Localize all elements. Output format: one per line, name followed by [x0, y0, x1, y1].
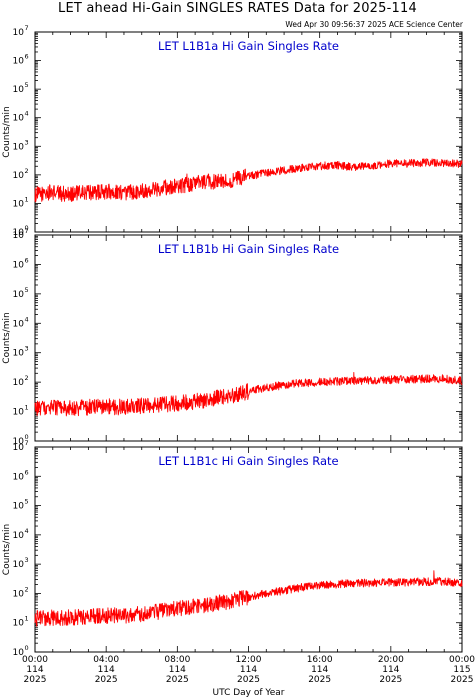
x-tick-label-day: 114 — [26, 665, 43, 675]
y-tick-exponent: 5 — [25, 498, 29, 506]
y-tick-exponent: 4 — [25, 110, 29, 118]
y-tick-exponent: 0 — [25, 224, 29, 232]
y-tick-exponent: 3 — [25, 556, 29, 564]
y-tick-label: 10 — [13, 560, 25, 570]
plot-frame — [34, 234, 463, 442]
x-tick-label-day: 114 — [240, 665, 257, 675]
x-tick-label-time: 16:00 — [307, 655, 333, 665]
series-line — [34, 371, 463, 417]
y-tick-exponent: 4 — [25, 315, 29, 323]
y-tick-exponent: 2 — [25, 374, 29, 382]
x-tick-label-year: 2025 — [451, 675, 474, 685]
y-tick-exponent: 6 — [25, 468, 29, 476]
y-tick-exponent: 1 — [25, 615, 29, 623]
y-tick-exponent: 3 — [25, 138, 29, 146]
plot-frame — [34, 31, 463, 233]
y-tick-label: 10 — [13, 531, 25, 541]
x-tick-label-day: 114 — [311, 665, 328, 675]
x-tick-label-time: 00:00 — [22, 655, 48, 665]
y-tick-label: 10 — [13, 619, 25, 629]
y-tick-exponent: 1 — [25, 195, 29, 203]
series-line — [34, 158, 463, 203]
y-tick-label: 10 — [13, 408, 25, 418]
y-tick-label: 10 — [13, 319, 25, 329]
x-axis: 00:00114202504:00114202508:00114202512:0… — [22, 655, 475, 698]
x-tick-label-year: 2025 — [308, 675, 331, 685]
y-tick-label: 10 — [13, 260, 25, 270]
x-axis-label: UTC Day of Year — [213, 688, 285, 698]
panel-title: LET L1B1a Hi Gain Singles Rate — [158, 39, 339, 53]
y-tick-label: 10 — [13, 28, 25, 38]
page-title: LET ahead Hi-Gain SINGLES RATES Data for… — [58, 1, 417, 16]
y-tick-label: 10 — [13, 648, 25, 658]
x-tick-label-year: 2025 — [379, 675, 402, 685]
y-axis-label: Counts/min — [2, 312, 12, 363]
y-tick-label: 10 — [13, 228, 25, 238]
y-axis-label: Counts/min — [2, 106, 12, 157]
y-tick-exponent: 5 — [25, 286, 29, 294]
y-tick-exponent: 3 — [25, 345, 29, 353]
y-tick-label: 10 — [13, 437, 25, 447]
x-tick-label-year: 2025 — [237, 675, 260, 685]
y-tick-exponent: 0 — [25, 644, 29, 652]
y-tick-label: 10 — [13, 589, 25, 599]
y-tick-exponent: 6 — [25, 53, 29, 61]
panel-title: LET L1B1c Hi Gain Singles Rate — [158, 454, 338, 468]
y-tick-exponent: 2 — [25, 167, 29, 175]
x-tick-label-time: 08:00 — [164, 655, 190, 665]
y-tick-label: 10 — [13, 349, 25, 359]
y-tick-label: 10 — [13, 57, 25, 67]
y-tick-label: 10 — [13, 443, 25, 453]
x-tick-label-time: 20:00 — [378, 655, 404, 665]
x-tick-label-year: 2025 — [24, 675, 47, 685]
x-tick-label-day: 114 — [382, 665, 399, 675]
timestamp: Wed Apr 30 09:56:37 2025 ACE Science Cen… — [285, 20, 463, 29]
x-tick-label-day: 114 — [169, 665, 186, 675]
y-tick-label: 10 — [13, 114, 25, 124]
y-tick-label: 10 — [13, 472, 25, 482]
x-tick-label-year: 2025 — [166, 675, 189, 685]
series-line — [34, 570, 463, 627]
x-tick-label-time: 12:00 — [236, 655, 262, 665]
y-tick-label: 10 — [13, 142, 25, 152]
y-tick-label: 10 — [13, 378, 25, 388]
y-tick-label: 10 — [13, 199, 25, 209]
x-tick-label-day: 114 — [98, 665, 115, 675]
y-tick-label: 10 — [13, 171, 25, 181]
y-tick-label: 10 — [13, 290, 25, 300]
y-tick-exponent: 7 — [25, 227, 29, 235]
y-axis-label: Counts/min — [2, 524, 12, 575]
y-tick-exponent: 1 — [25, 404, 29, 412]
y-tick-exponent: 4 — [25, 527, 29, 535]
x-tick-label-year: 2025 — [95, 675, 118, 685]
y-tick-exponent: 7 — [25, 439, 29, 447]
x-tick-label-day: 115 — [453, 665, 470, 675]
y-tick-exponent: 7 — [25, 24, 29, 32]
y-tick-label: 10 — [13, 231, 25, 241]
y-tick-exponent: 5 — [25, 81, 29, 89]
y-tick-exponent: 2 — [25, 585, 29, 593]
panel-title: LET L1B1b Hi Gain Singles Rate — [158, 242, 339, 256]
x-tick-label-time: 00:00 — [449, 655, 475, 665]
y-tick-exponent: 0 — [25, 433, 29, 441]
y-tick-label: 10 — [13, 85, 25, 95]
x-tick-label-time: 04:00 — [93, 655, 119, 665]
y-tick-exponent: 6 — [25, 256, 29, 264]
y-tick-label: 10 — [13, 502, 25, 512]
